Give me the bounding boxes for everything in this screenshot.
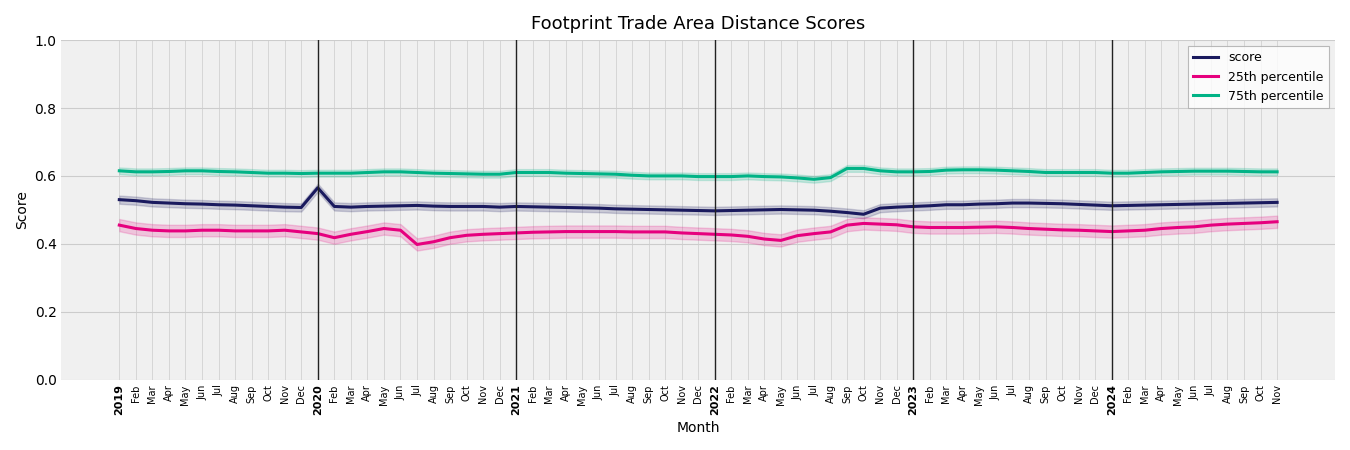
25th percentile xyxy=(1269,219,1285,225)
75th percentile xyxy=(111,168,127,174)
score xyxy=(822,208,838,214)
score xyxy=(1269,200,1285,205)
75th percentile xyxy=(277,171,293,176)
Line: score: score xyxy=(119,188,1277,214)
25th percentile xyxy=(822,229,838,234)
score xyxy=(856,212,872,217)
score xyxy=(144,200,161,205)
Title: Footprint Trade Area Distance Scores: Footprint Trade Area Distance Scores xyxy=(531,15,865,33)
Line: 25th percentile: 25th percentile xyxy=(119,222,1277,244)
25th percentile xyxy=(1219,221,1235,227)
75th percentile xyxy=(806,176,822,182)
75th percentile xyxy=(1269,169,1285,175)
score xyxy=(277,204,293,210)
25th percentile xyxy=(111,222,127,228)
25th percentile xyxy=(409,242,425,247)
score xyxy=(111,197,127,202)
75th percentile xyxy=(144,169,161,175)
75th percentile xyxy=(674,173,690,179)
score xyxy=(1187,202,1203,207)
Y-axis label: Score: Score xyxy=(15,190,28,230)
25th percentile xyxy=(144,228,161,233)
25th percentile xyxy=(690,231,706,236)
score xyxy=(690,208,706,213)
X-axis label: Month: Month xyxy=(676,421,720,435)
75th percentile xyxy=(822,175,838,180)
25th percentile xyxy=(1004,225,1021,230)
Legend: score, 25th percentile, 75th percentile: score, 25th percentile, 75th percentile xyxy=(1188,46,1328,108)
score xyxy=(309,185,325,190)
75th percentile xyxy=(1187,168,1203,174)
score xyxy=(1237,200,1253,206)
25th percentile xyxy=(459,233,475,238)
75th percentile xyxy=(838,166,855,171)
Line: 75th percentile: 75th percentile xyxy=(119,168,1277,179)
75th percentile xyxy=(1237,169,1253,174)
